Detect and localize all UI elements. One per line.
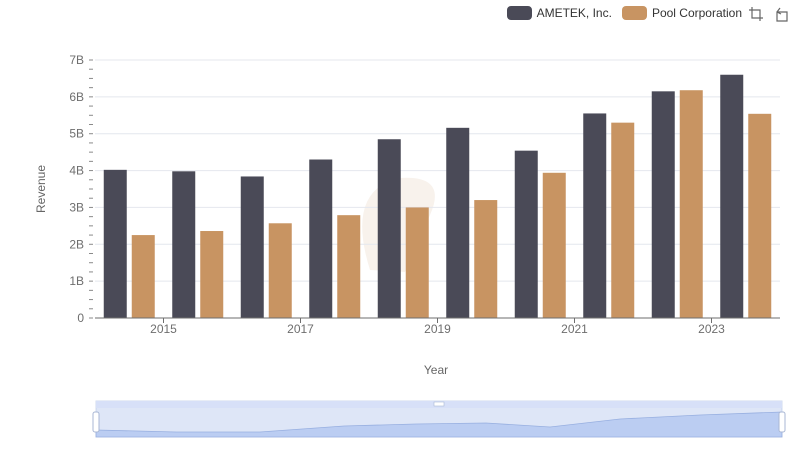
x-axis-title: Year <box>423 363 449 377</box>
restore-icon[interactable] <box>774 6 790 22</box>
bar-ametek-2015[interactable] <box>172 171 196 318</box>
bar-pool-2020[interactable] <box>542 172 566 318</box>
legend-label-ametek: AMETEK, Inc. <box>536 6 612 20</box>
bar-ametek-2017[interactable] <box>309 159 333 318</box>
bar-ametek-2019[interactable] <box>446 127 470 319</box>
y-tick-label: 2B <box>69 237 84 251</box>
legend-swatch-pool <box>621 6 647 20</box>
legend-item-pool[interactable]: Pool Corporation <box>621 6 742 20</box>
data-zoom-slider[interactable] <box>92 400 786 438</box>
bar-ametek-2022[interactable] <box>651 91 675 318</box>
bar-pool-2023[interactable] <box>748 113 772 318</box>
bar-pool-2014[interactable] <box>131 235 155 318</box>
bar-ametek-2014[interactable] <box>103 169 127 318</box>
legend-swatch-ametek <box>506 6 532 20</box>
y-tick-label: 6B <box>69 90 84 104</box>
legend-item-ametek[interactable]: AMETEK, Inc. <box>506 6 612 20</box>
bar-pool-2021[interactable] <box>611 122 635 319</box>
y-tick-label: 3B <box>69 200 84 214</box>
chart-toolbox <box>748 6 790 22</box>
data-zoom-left-handle[interactable] <box>92 411 100 433</box>
bar-pool-2015[interactable] <box>200 231 224 318</box>
bar-pool-2019[interactable] <box>474 200 498 318</box>
bar-pool-2017[interactable] <box>337 215 361 318</box>
chart-legend: AMETEK, Inc. Pool Corporation <box>506 4 742 22</box>
x-tick-label: 2019 <box>424 322 451 336</box>
data-zoom-icon[interactable] <box>748 6 764 22</box>
y-tick-label: 1B <box>69 274 84 288</box>
x-tick-label: 2015 <box>150 322 177 336</box>
y-tick-label: 7B <box>69 53 84 67</box>
bar-ametek-2020[interactable] <box>514 150 538 318</box>
bar-ametek-2023[interactable] <box>720 74 744 318</box>
bar-ametek-2021[interactable] <box>583 113 607 318</box>
y-tick-label: 4B <box>69 164 84 178</box>
bar-pool-2016[interactable] <box>268 223 292 318</box>
legend-label-pool: Pool Corporation <box>651 6 742 20</box>
bar-pool-2018[interactable] <box>405 207 429 318</box>
data-zoom-selection[interactable] <box>96 408 782 437</box>
y-tick-label: 0 <box>77 311 84 325</box>
x-tick-label: 2023 <box>698 322 725 336</box>
data-zoom-right-handle[interactable] <box>778 411 786 433</box>
data-zoom-move-handle[interactable] <box>433 401 445 407</box>
x-tick-label: 2021 <box>561 322 588 336</box>
y-tick-label: 5B <box>69 127 84 141</box>
data-zoom-preview-area <box>95 411 783 438</box>
bar-pool-2022[interactable] <box>679 90 703 318</box>
bar-ametek-2018[interactable] <box>377 139 401 318</box>
bar-ametek-2016[interactable] <box>240 176 264 318</box>
x-tick-label: 2017 <box>287 322 314 336</box>
